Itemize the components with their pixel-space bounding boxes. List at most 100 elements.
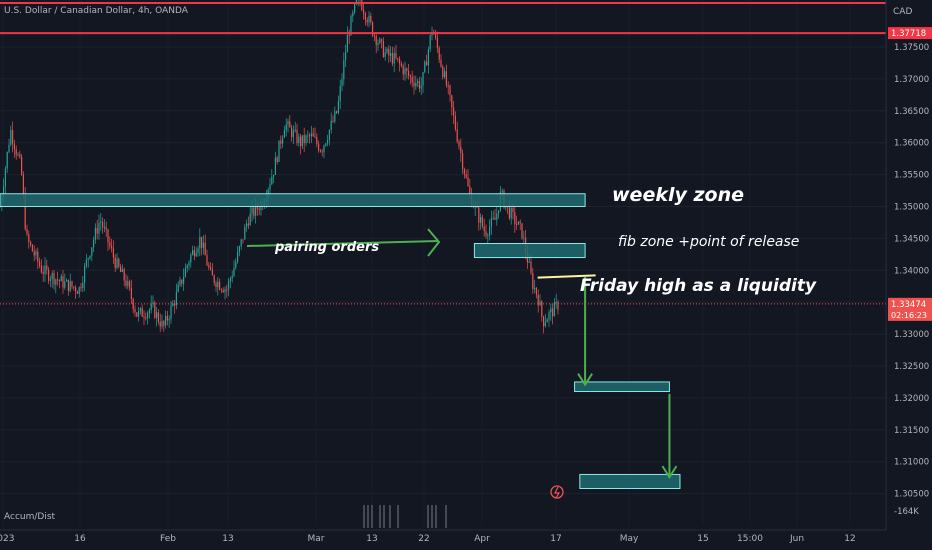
candle-body: [453, 107, 455, 117]
candle-body: [163, 321, 165, 326]
y-tick-label: 1.31000: [894, 458, 929, 468]
candle-body: [228, 281, 230, 290]
x-tick-label: Jun: [789, 534, 804, 544]
candle-body: [283, 130, 285, 138]
candle-body: [190, 254, 192, 263]
y-tick-label: 1.34000: [894, 266, 929, 276]
candle-body: [33, 251, 35, 256]
candle-body: [269, 184, 271, 190]
candle-body: [19, 154, 21, 157]
candle-body: [134, 309, 136, 313]
candle-body: [361, 0, 363, 10]
last-price-badge: [888, 297, 932, 321]
candle-body: [229, 278, 231, 282]
candle-body: [17, 154, 19, 156]
candle-body: [192, 250, 194, 255]
candle-body: [301, 135, 303, 147]
x-tick-label: Mar: [308, 534, 325, 544]
candle-body: [397, 58, 399, 60]
candle-body: [111, 245, 113, 249]
candle-body: [462, 153, 464, 170]
candle-body: [8, 144, 10, 153]
y-tick-label: 1.33000: [894, 330, 929, 340]
annotation-fib-zone: fib zone +point of release: [618, 234, 800, 250]
candle-body: [426, 61, 428, 66]
candle-body: [55, 279, 57, 285]
candle-body: [422, 72, 424, 86]
candle-body: [224, 289, 226, 293]
candle-body: [85, 259, 87, 266]
candle-body: [447, 85, 449, 87]
candle-body: [481, 216, 483, 227]
candle-body: [534, 287, 536, 290]
level-lines: [0, 1, 886, 305]
candle-body: [246, 223, 248, 227]
candle-body: [57, 279, 59, 281]
candle-body: [4, 168, 6, 187]
candle-body: [226, 289, 228, 291]
candle-body: [78, 287, 80, 294]
candle-body: [278, 140, 280, 162]
candle-body: [186, 265, 188, 269]
candle-body: [242, 239, 244, 241]
candle-body: [323, 145, 325, 153]
candle-body: [39, 261, 41, 266]
candle-body: [370, 15, 372, 23]
candle-body: [451, 95, 453, 108]
candle-body: [215, 282, 217, 288]
candle-body: [418, 81, 420, 89]
candle-body: [429, 35, 431, 50]
currency-label: CAD: [893, 7, 912, 17]
candle-body: [109, 242, 111, 246]
candle-body: [152, 302, 154, 304]
candle-body: [501, 190, 503, 192]
candle-body: [492, 217, 494, 219]
candle-body: [312, 133, 314, 137]
candle-body: [107, 229, 109, 243]
y-tick-label: 1.32000: [894, 394, 929, 404]
candle-body: [465, 174, 467, 178]
candle-body: [541, 301, 543, 317]
y-tick-label: 1.34500: [894, 234, 929, 244]
candle-body: [116, 258, 118, 269]
zone-target-1: [574, 381, 670, 393]
candle-body: [289, 121, 291, 128]
candle-body: [183, 277, 185, 284]
candle-body: [555, 301, 557, 303]
friday-high-line: [537, 274, 596, 279]
candle-body: [138, 310, 140, 317]
candle-body: [399, 59, 401, 64]
x-tick-label: 13: [222, 534, 233, 544]
candle-body: [46, 265, 48, 270]
candle-body: [339, 86, 341, 102]
candle-body: [345, 52, 347, 61]
candle-body: [24, 195, 26, 229]
resistance-badge-label: 1.37718: [891, 29, 926, 39]
x-tick-label: 12: [844, 534, 855, 544]
candle-body: [319, 150, 321, 152]
candle-body: [298, 136, 300, 144]
candle-body: [424, 61, 426, 73]
candle-body: [379, 39, 381, 44]
candle-body: [175, 291, 177, 306]
candle-body: [204, 242, 206, 256]
candle-body: [3, 186, 5, 198]
candle-body: [96, 227, 98, 234]
candle-body: [166, 315, 168, 321]
candle-body: [98, 222, 100, 234]
zone-weekly-zone: [0, 193, 586, 208]
candle-body: [287, 121, 289, 125]
chart-title: U.S. Dollar / Canadian Dollar, 4h, OANDA: [4, 6, 188, 16]
candle-body: [535, 287, 537, 295]
candle-body: [202, 242, 204, 248]
candle-body: [15, 149, 17, 155]
y-tick-label: 1.32500: [894, 362, 929, 372]
candle-body: [341, 79, 343, 87]
candle-body: [244, 226, 246, 240]
candle-body: [327, 140, 329, 144]
candle-body: [393, 53, 395, 64]
candle-body: [557, 301, 559, 310]
candle-body: [255, 204, 257, 216]
candle-body: [181, 279, 183, 284]
